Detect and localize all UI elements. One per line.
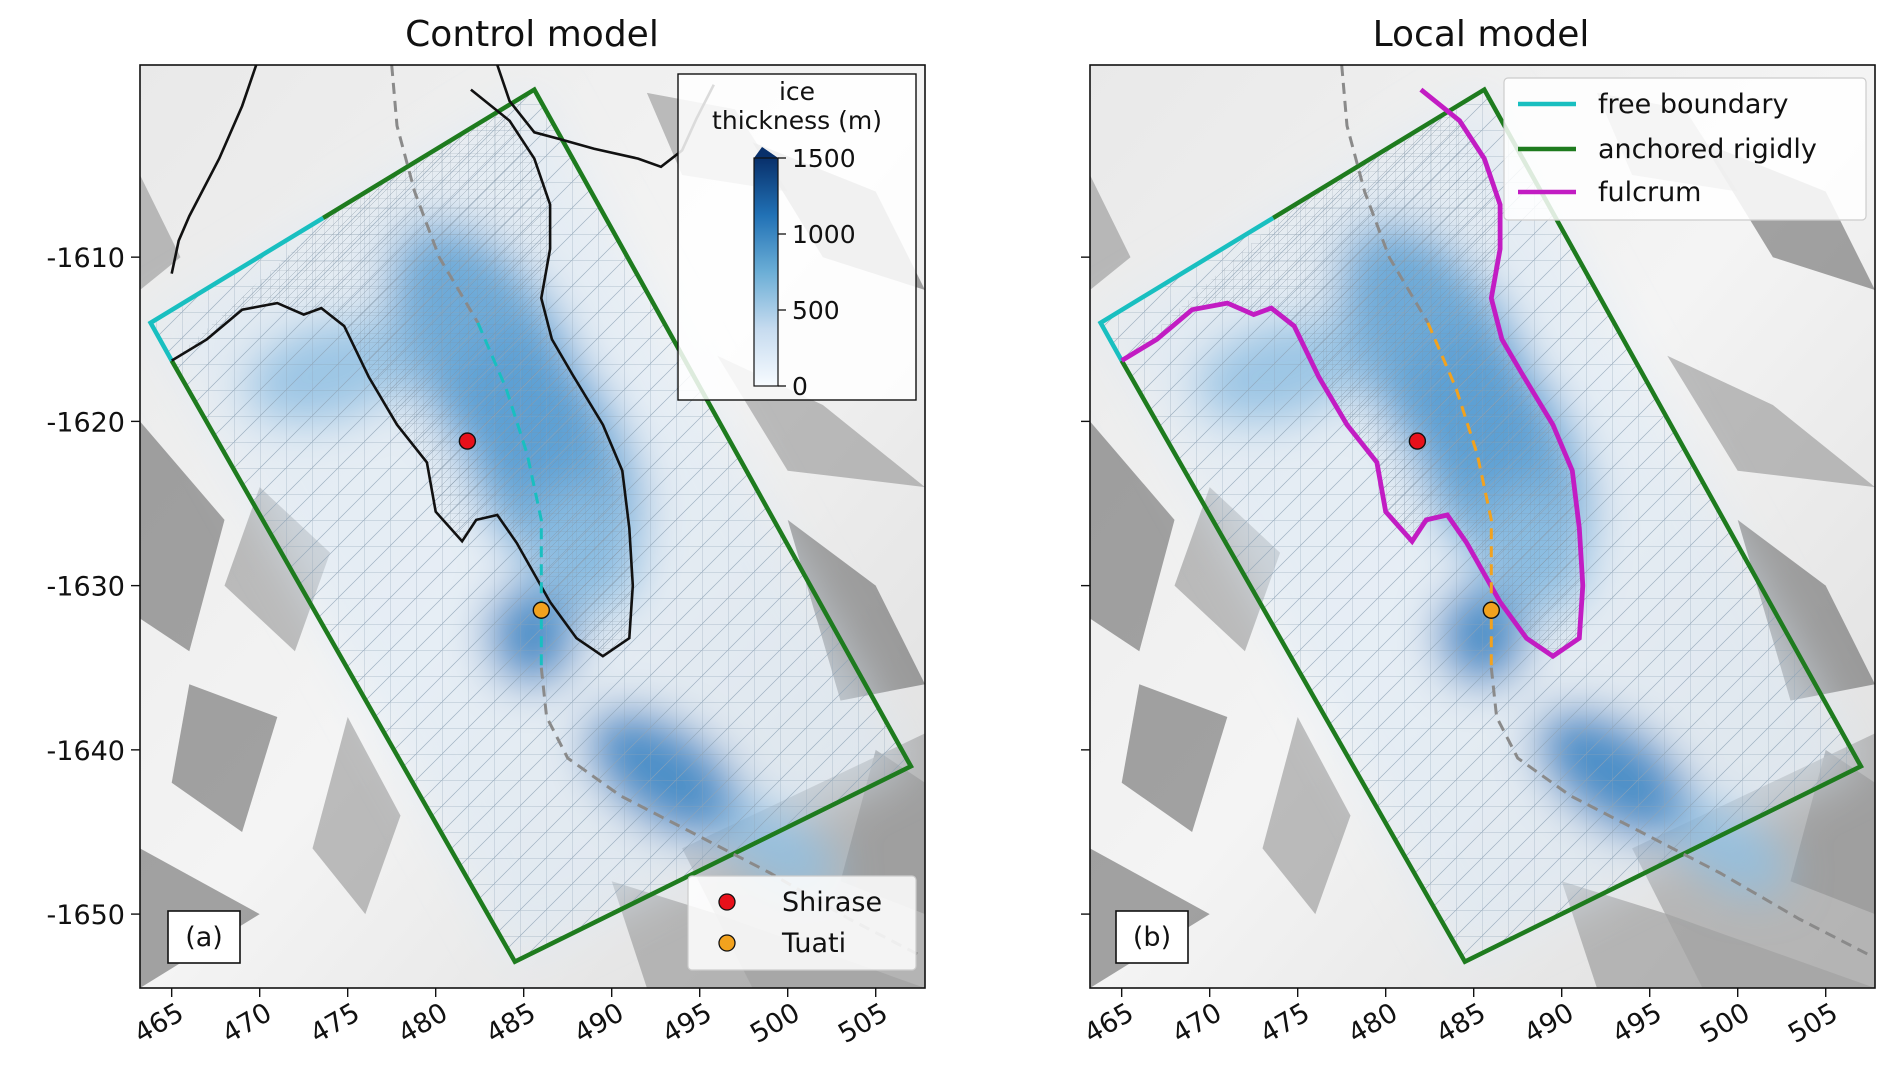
legend-label-free-boundary: free boundary <box>1598 89 1788 120</box>
colorbar-tick-label: 1500 <box>792 144 856 173</box>
panel-label: (a) <box>185 922 223 953</box>
glacier-points <box>458 432 551 619</box>
colorbar-tick-label: 500 <box>792 296 840 325</box>
y-tick-label: -1630 <box>47 572 125 603</box>
flowline-outer <box>1489 667 1871 957</box>
x-tick-label: 490 <box>1519 997 1579 1050</box>
legend-label-tuati: Tuati <box>781 928 846 959</box>
colorbar-box: ice thickness (m) 1500 1000 500 0 <box>677 73 917 401</box>
panel-label: (b) <box>1133 922 1171 953</box>
legend-label-anchored: anchored rigidly <box>1598 134 1817 165</box>
y-tick-label: -1650 <box>47 900 125 931</box>
x-tick-label: 480 <box>1343 997 1403 1050</box>
y-tick-label: -1620 <box>47 407 125 438</box>
x-tick-label: 465 <box>129 997 189 1050</box>
x-tick-label: 500 <box>745 997 805 1050</box>
colorbar-ticks: 1500 1000 500 0 <box>778 144 856 401</box>
free-boundary-line <box>147 215 325 362</box>
y-tick-label: -1640 <box>47 736 125 767</box>
colorbar-title-line2: thickness (m) <box>712 106 882 135</box>
x-tick-label: 475 <box>1255 997 1315 1050</box>
x-tick-label: 485 <box>481 997 541 1050</box>
grounding-line <box>171 88 635 658</box>
legend-label-fulcrum: fulcrum <box>1598 177 1701 208</box>
x-tick-label: 505 <box>833 997 893 1050</box>
x-tick-label: 490 <box>569 997 629 1050</box>
legend-label-shirase: Shirase <box>782 887 882 918</box>
legend-points: Shirase Tuati <box>687 875 917 971</box>
panel-local-model: Local model 465 470 475 480 485 490 495 500 505 … <box>1079 14 1876 1050</box>
x-tick-label: 500 <box>1695 997 1755 1050</box>
colorbar-tick-label: 0 <box>792 372 808 401</box>
colorbar-title-line1: ice <box>779 77 815 106</box>
point-tuati <box>532 601 551 619</box>
point-shirase <box>1408 432 1427 450</box>
x-tick-label: 495 <box>657 997 717 1050</box>
colorbar-tick-label: 1000 <box>792 220 856 249</box>
panel-control-model: Control model 465 470 475 480 485 490 495 500 50… <box>47 14 926 1050</box>
x-tick-label: 505 <box>1783 997 1843 1050</box>
x-tick-label: 465 <box>1079 997 1139 1050</box>
glacier-points <box>1408 432 1501 619</box>
legend-lines: free boundary anchored rigidly fulcrum <box>1503 77 1867 221</box>
x-tick-label: 475 <box>305 997 365 1050</box>
fulcrum-line <box>1120 87 1586 660</box>
free-boundary-line <box>1097 215 1275 362</box>
panel-title: Local model <box>1373 14 1590 55</box>
point-tuati <box>1482 601 1501 619</box>
anchored-boundary-line <box>1119 86 1865 965</box>
flowline-outer <box>1340 65 1430 324</box>
panel-label-box: (b) <box>1115 910 1189 964</box>
axes-frame <box>1089 64 1876 989</box>
x-tick-label: 470 <box>1167 997 1227 1050</box>
axes-frame <box>139 64 926 989</box>
x-tick-label: 485 <box>1431 997 1491 1050</box>
x-tick-label: 495 <box>1607 997 1667 1050</box>
panel-title: Control model <box>405 14 659 55</box>
colorbar-gradient <box>753 157 779 387</box>
panel-label-box: (a) <box>167 910 241 964</box>
x-tick-label: 470 <box>217 997 277 1050</box>
flowline-outer <box>390 65 480 324</box>
x-tick-label: 480 <box>393 997 453 1050</box>
grounding-line <box>170 65 258 274</box>
y-tick-label: -1610 <box>47 243 125 274</box>
anchored-boundary-line <box>169 86 915 965</box>
point-shirase <box>458 432 477 450</box>
